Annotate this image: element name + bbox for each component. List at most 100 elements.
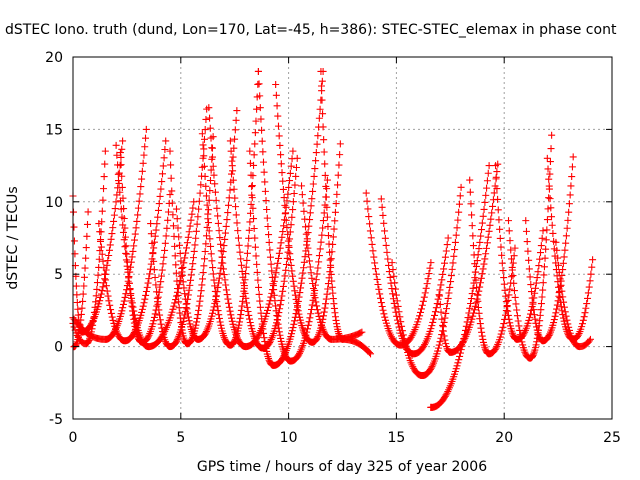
data-point <box>312 157 320 165</box>
data-point <box>128 307 136 315</box>
data-point <box>305 318 313 326</box>
data-point <box>280 222 288 230</box>
data-point <box>309 280 317 288</box>
data-point <box>270 291 278 299</box>
data-point <box>116 149 124 157</box>
data-point <box>200 262 208 270</box>
data-point <box>483 244 491 252</box>
data-point <box>118 172 126 180</box>
data-point <box>284 230 292 238</box>
data-point <box>162 137 170 145</box>
data-point <box>82 244 90 252</box>
data-point <box>239 297 247 305</box>
data-point <box>508 263 516 271</box>
data-point <box>173 277 181 285</box>
data-point <box>200 135 208 143</box>
data-point <box>225 299 233 307</box>
data-point <box>282 209 290 217</box>
data-point <box>249 204 257 212</box>
data-point <box>100 185 108 193</box>
data-point <box>104 292 112 300</box>
data-point <box>166 191 174 199</box>
satellite-pass-series <box>147 105 211 351</box>
data-point <box>119 137 127 145</box>
data-point <box>284 237 292 245</box>
data-point <box>475 245 483 253</box>
data-point <box>507 255 515 263</box>
data-point <box>392 285 400 293</box>
data-point <box>130 242 138 250</box>
data-point <box>231 126 239 134</box>
data-point <box>581 309 589 317</box>
data-point <box>209 270 217 278</box>
data-point <box>323 203 331 211</box>
data-point <box>459 338 467 346</box>
data-point <box>251 140 259 148</box>
data-point <box>298 182 306 190</box>
data-point <box>320 209 328 217</box>
data-point <box>444 234 452 242</box>
data-point <box>306 263 314 271</box>
data-point <box>441 336 449 344</box>
data-point <box>541 254 549 262</box>
data-point <box>565 200 573 208</box>
data-point <box>544 333 552 341</box>
data-point <box>170 302 178 310</box>
data-point <box>107 306 115 314</box>
data-point <box>276 301 284 309</box>
data-point <box>546 195 554 203</box>
data-point <box>454 216 462 224</box>
data-point <box>476 320 484 328</box>
data-point <box>286 250 294 258</box>
data-point <box>325 240 333 248</box>
data-point <box>232 203 240 211</box>
data-point <box>261 187 269 195</box>
data-point <box>263 214 271 222</box>
data-point <box>121 224 129 232</box>
data-point <box>120 205 128 213</box>
data-point <box>205 104 213 112</box>
data-point <box>222 286 230 294</box>
data-point <box>529 300 537 308</box>
data-point <box>320 148 328 156</box>
data-point <box>312 276 320 284</box>
x-tick-label: 5 <box>176 430 185 446</box>
data-point <box>274 320 282 328</box>
data-point <box>208 153 216 161</box>
satellite-pass-series <box>492 162 547 343</box>
data-point <box>272 81 280 89</box>
data-point <box>83 232 91 240</box>
satellite-pass-series <box>272 81 344 346</box>
data-point <box>330 225 338 233</box>
data-point <box>442 309 450 317</box>
data-point <box>169 211 177 219</box>
data-point <box>482 191 490 199</box>
data-point <box>144 333 152 341</box>
data-point <box>269 280 277 288</box>
data-point <box>152 281 160 289</box>
data-point <box>169 305 177 313</box>
data-point <box>195 205 203 213</box>
data-point <box>526 313 534 321</box>
data-point <box>456 352 464 360</box>
data-point <box>586 335 594 343</box>
data-point <box>427 259 435 267</box>
data-point <box>480 260 488 268</box>
data-point <box>538 293 546 301</box>
data-point <box>216 234 224 242</box>
data-point <box>274 312 282 320</box>
data-point <box>264 306 272 314</box>
data-point <box>115 179 123 187</box>
data-point <box>382 316 390 324</box>
data-point <box>469 242 477 250</box>
data-point <box>439 270 447 278</box>
data-point <box>362 189 370 197</box>
data-point <box>138 167 146 175</box>
data-point <box>80 273 88 281</box>
data-point <box>112 198 120 206</box>
data-point <box>85 336 93 344</box>
data-point <box>436 338 444 346</box>
data-point <box>258 320 266 328</box>
data-point <box>246 147 254 155</box>
data-point <box>157 278 165 286</box>
